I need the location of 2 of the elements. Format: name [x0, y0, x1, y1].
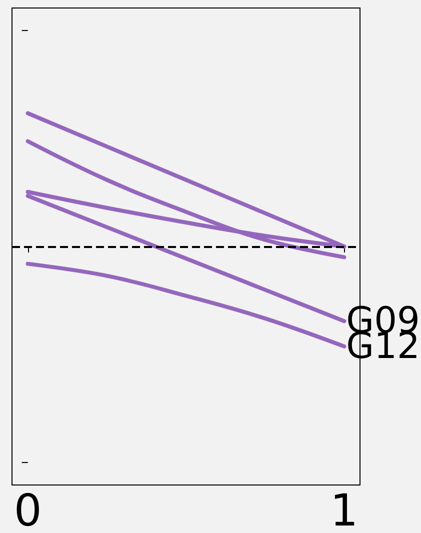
x-tick-label: 1	[330, 486, 358, 533]
x-tick-label: 0	[14, 486, 42, 533]
